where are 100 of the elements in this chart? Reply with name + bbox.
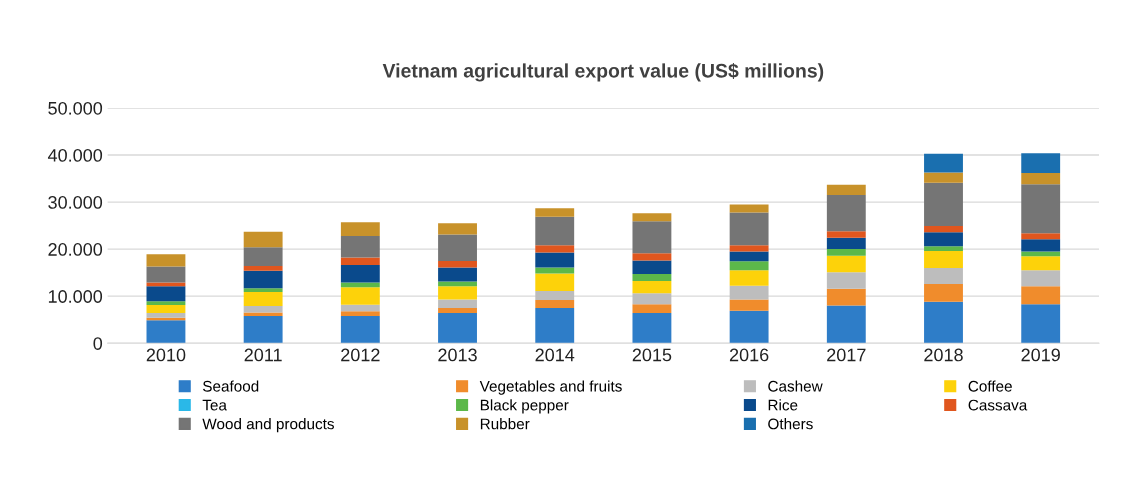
bar bbox=[826, 255, 866, 273]
bar bbox=[535, 290, 575, 300]
x-tick-label: 2018 bbox=[924, 348, 963, 362]
bar bbox=[1021, 233, 1061, 240]
bar bbox=[632, 313, 672, 344]
bar bbox=[243, 266, 283, 271]
x-tick-label: 2013 bbox=[438, 348, 477, 362]
bar bbox=[243, 291, 283, 307]
bar bbox=[826, 231, 866, 238]
bar bbox=[146, 254, 186, 267]
bar bbox=[729, 270, 769, 286]
y-tick-label: 40.000 bbox=[47, 148, 103, 162]
bar bbox=[438, 223, 477, 235]
bar bbox=[729, 245, 769, 252]
bar bbox=[438, 267, 477, 282]
bar bbox=[340, 315, 380, 344]
bar bbox=[1021, 286, 1061, 305]
bar bbox=[438, 299, 477, 308]
bar bbox=[243, 306, 283, 313]
bar bbox=[729, 251, 769, 262]
bar bbox=[729, 204, 769, 213]
bar bbox=[535, 307, 575, 344]
bar bbox=[924, 283, 963, 302]
x-tick-label: 2011 bbox=[244, 348, 282, 362]
bar bbox=[1021, 184, 1061, 234]
bar bbox=[924, 301, 963, 344]
bar bbox=[924, 251, 963, 268]
bar bbox=[340, 257, 380, 266]
bar bbox=[340, 311, 380, 316]
bar bbox=[826, 249, 866, 256]
bar bbox=[438, 260, 477, 268]
bar bbox=[632, 304, 672, 314]
bar bbox=[729, 261, 769, 271]
bar bbox=[243, 270, 283, 289]
legend-label: Rubber bbox=[480, 418, 530, 430]
bar bbox=[340, 265, 380, 283]
bar bbox=[632, 274, 672, 282]
bar bbox=[1021, 304, 1061, 344]
legend-label: Vegetables and fruits bbox=[479, 380, 622, 395]
bar bbox=[438, 307, 477, 314]
bar bbox=[826, 305, 866, 344]
bar bbox=[1021, 251, 1061, 257]
bar bbox=[632, 213, 672, 222]
bar bbox=[924, 246, 963, 251]
x-tick-label: 2012 bbox=[341, 348, 380, 362]
bar bbox=[924, 153, 963, 173]
chart-title: Vietnam agricultural export value (US$ millions) bbox=[382, 63, 824, 82]
bar bbox=[632, 293, 672, 305]
bar bbox=[826, 288, 866, 306]
y-tick-label: 0 bbox=[93, 337, 103, 350]
bar bbox=[535, 299, 575, 308]
y-tick-label: 10.000 bbox=[48, 290, 103, 303]
x-tick-label: 2015 bbox=[632, 348, 672, 362]
bar bbox=[826, 237, 866, 250]
bar bbox=[924, 172, 963, 183]
bar bbox=[632, 260, 672, 275]
y-tick-label: 50.000 bbox=[48, 101, 103, 115]
x-tick-label: 2010 bbox=[146, 348, 186, 362]
x-tick-label: 2019 bbox=[1021, 348, 1060, 362]
x-tick-label: 2017 bbox=[827, 348, 866, 362]
y-tick-label: 20.000 bbox=[48, 243, 103, 256]
bar bbox=[146, 301, 186, 306]
bar bbox=[146, 286, 186, 302]
bar bbox=[535, 267, 575, 274]
bar bbox=[146, 313, 186, 318]
x-tick-label: 2014 bbox=[535, 348, 575, 362]
bar bbox=[924, 267, 963, 284]
bar bbox=[729, 285, 769, 300]
legend-label: Tea bbox=[202, 399, 227, 411]
bar bbox=[826, 184, 866, 196]
bar bbox=[632, 281, 672, 294]
bar bbox=[243, 247, 283, 267]
bar bbox=[1021, 256, 1061, 271]
x-tick-label: 2016 bbox=[729, 348, 769, 362]
legend-label: Others bbox=[768, 418, 813, 430]
bar bbox=[340, 304, 380, 312]
legend-label: Cassava bbox=[968, 399, 1028, 411]
bar bbox=[1021, 270, 1061, 287]
bar bbox=[340, 287, 380, 305]
bar bbox=[826, 272, 866, 289]
legend-label: Black pepper bbox=[480, 399, 569, 414]
bar bbox=[243, 312, 283, 316]
legend-label: Coffee bbox=[968, 380, 1012, 392]
legend-label: Rice bbox=[768, 399, 798, 411]
bar bbox=[826, 195, 866, 232]
bar bbox=[340, 235, 380, 258]
bar bbox=[924, 226, 963, 233]
bar bbox=[438, 313, 477, 344]
bar bbox=[924, 232, 963, 247]
bar bbox=[243, 288, 283, 292]
legend-label: Seafood bbox=[203, 380, 259, 392]
y-tick-label: 30.000 bbox=[48, 196, 103, 209]
bar bbox=[535, 245, 575, 253]
bar bbox=[243, 231, 283, 248]
bar bbox=[1021, 153, 1061, 173]
bar bbox=[729, 212, 769, 246]
bar bbox=[146, 320, 186, 344]
bar bbox=[438, 234, 477, 261]
legend-label: Wood and products bbox=[202, 418, 334, 433]
bar bbox=[632, 253, 672, 261]
